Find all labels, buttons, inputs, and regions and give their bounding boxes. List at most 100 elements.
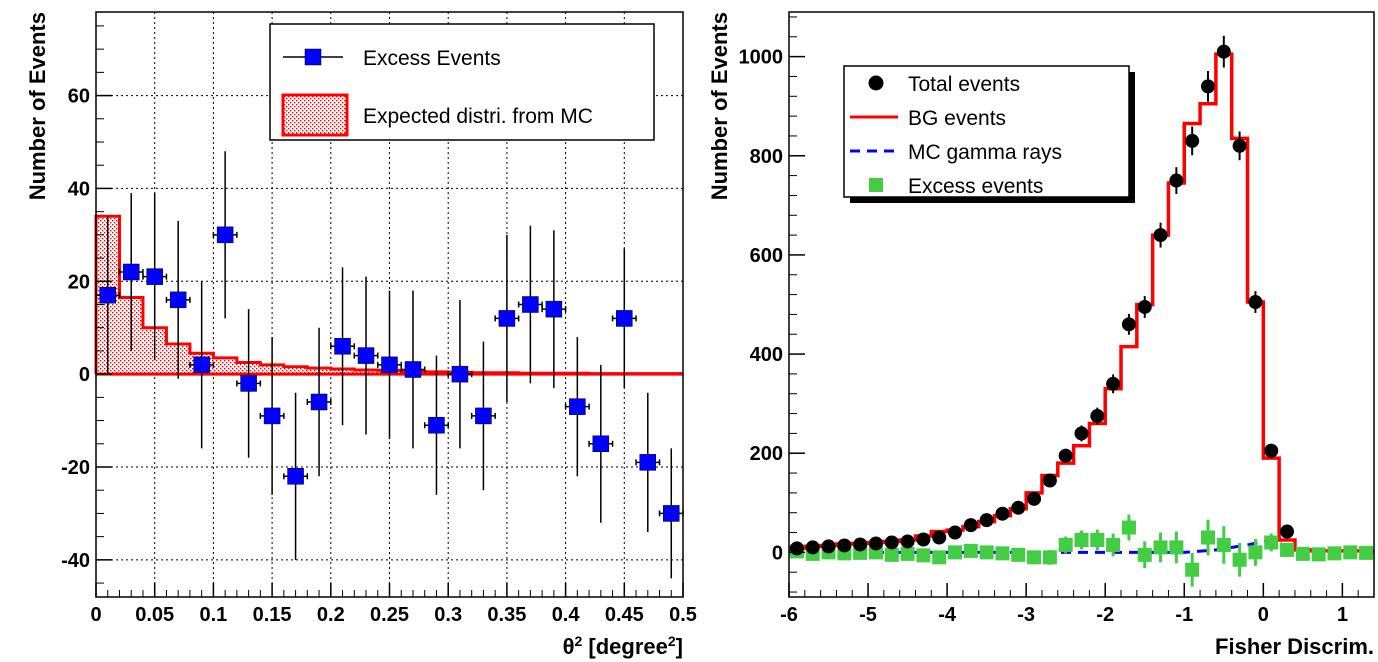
right-excess-marker bbox=[1232, 552, 1247, 567]
right-total-point bbox=[932, 530, 947, 545]
right-total-marker bbox=[963, 518, 978, 533]
right-total-marker bbox=[1137, 299, 1152, 314]
left-excess-marker bbox=[404, 361, 422, 378]
right-total-point bbox=[821, 539, 836, 554]
left-y-tick-label: -40 bbox=[61, 550, 90, 572]
left-excess-marker bbox=[99, 286, 116, 304]
left-excess-point bbox=[541, 230, 567, 389]
right-y-tick-label: 800 bbox=[750, 146, 783, 168]
right-total-point bbox=[1106, 374, 1121, 394]
right-y-tick-label: 1000 bbox=[739, 47, 784, 69]
left-excess-marker bbox=[663, 505, 680, 522]
left-excess-point bbox=[611, 248, 637, 389]
legend-excess-marker bbox=[304, 48, 322, 66]
left-excess-point bbox=[330, 267, 356, 426]
left-excess-point bbox=[564, 337, 590, 477]
right-excess-marker bbox=[1153, 540, 1168, 555]
left-excess-point bbox=[142, 193, 168, 361]
left-excess-marker bbox=[263, 407, 281, 425]
left-excess-marker bbox=[240, 375, 257, 392]
legend-total-label: Total events bbox=[908, 73, 1020, 96]
right-mc-layer bbox=[789, 538, 1375, 554]
right-total-point bbox=[884, 535, 899, 550]
right-excess-point bbox=[1200, 519, 1215, 556]
right-total-point bbox=[900, 534, 915, 549]
right-total-marker bbox=[1042, 473, 1057, 488]
left-excess-point bbox=[423, 355, 449, 495]
legend-bg-label: BG events bbox=[908, 107, 1006, 130]
right-total-marker bbox=[853, 537, 868, 552]
left-excess-point bbox=[447, 299, 473, 449]
right-excess-point bbox=[1121, 514, 1136, 541]
right-excess-marker bbox=[1169, 540, 1184, 555]
right-total-point bbox=[1042, 473, 1057, 488]
right-excess-marker bbox=[1185, 562, 1200, 577]
right-total-marker bbox=[868, 536, 883, 551]
left-excess-point bbox=[165, 220, 191, 379]
left-excess-point bbox=[118, 193, 144, 351]
right-total-point bbox=[948, 525, 963, 540]
right-excess-marker bbox=[1106, 537, 1121, 552]
left-excess-point bbox=[377, 290, 402, 440]
left-excess-marker bbox=[146, 268, 163, 285]
right-excess-point bbox=[1074, 530, 1089, 550]
legend-excess-green-label: Excess events bbox=[908, 175, 1043, 198]
left-x-tick-label: 0.05 bbox=[135, 604, 174, 626]
right-excess-marker bbox=[979, 545, 994, 560]
right-excess-marker bbox=[932, 550, 947, 565]
right-total-point bbox=[1121, 313, 1136, 335]
right-y-axis-title: Number of Events bbox=[707, 12, 732, 200]
right-x-tick-label: -6 bbox=[780, 604, 798, 626]
right-excess-point bbox=[1264, 533, 1279, 552]
left-excess-point bbox=[189, 281, 215, 449]
right-total-marker bbox=[789, 541, 804, 556]
right-total-point bbox=[1137, 296, 1152, 318]
right-total-point bbox=[995, 506, 1010, 521]
left-excess-point bbox=[658, 448, 684, 579]
right-total-marker bbox=[1216, 44, 1231, 59]
left-excess-point bbox=[212, 151, 238, 319]
right-total-marker bbox=[1074, 426, 1089, 441]
right-excess-point bbox=[884, 547, 899, 562]
right-total-marker bbox=[979, 513, 994, 528]
right-total-marker bbox=[932, 530, 947, 545]
legend-mc-swatch bbox=[281, 93, 349, 137]
right-total-marker bbox=[948, 525, 963, 540]
right-total-point bbox=[1090, 407, 1105, 425]
right-excess-point bbox=[1090, 529, 1105, 551]
right-excess-point bbox=[963, 543, 978, 558]
left-y-axis-title: Number of Events bbox=[25, 12, 50, 200]
right-x-tick-label: -5 bbox=[859, 604, 877, 626]
right-total-point bbox=[1027, 491, 1042, 506]
left-excess-marker bbox=[310, 393, 328, 411]
right-x-tick-label: -3 bbox=[1017, 604, 1035, 626]
right-total-marker bbox=[1185, 133, 1200, 148]
left-x-tick-label: 0.4 bbox=[552, 604, 581, 626]
right-excess-point bbox=[1248, 538, 1263, 566]
right-total-marker bbox=[1232, 138, 1247, 153]
right-excess-marker bbox=[1137, 547, 1152, 562]
legend-mc-label: Expected distri. from MC bbox=[363, 105, 593, 128]
right-excess-point bbox=[1311, 547, 1326, 562]
right-excess-marker bbox=[1027, 550, 1042, 565]
left-excess-marker bbox=[169, 291, 187, 309]
left-excess-marker bbox=[451, 365, 469, 383]
right-total-marker bbox=[805, 540, 820, 555]
left-excess-point bbox=[353, 276, 379, 435]
left-x-tick-label: 0.2 bbox=[317, 604, 345, 626]
right-total-point bbox=[1011, 500, 1026, 515]
right-plot-frame bbox=[788, 11, 1375, 598]
right-total-layer bbox=[789, 35, 1295, 556]
right-total-point bbox=[1264, 443, 1279, 458]
left-y-tick-label: 0 bbox=[79, 364, 90, 386]
right-excess-marker bbox=[1200, 530, 1215, 545]
right-excess-marker bbox=[1359, 545, 1374, 560]
right-y-tick-label: 600 bbox=[750, 245, 783, 267]
right-x-axis-title: Fisher Discrim. bbox=[1215, 634, 1374, 659]
right-excess-point bbox=[1169, 531, 1184, 564]
right-ticks: -6 -5 -4 -3 -2 -1 0 1 0 200 400 600 800 1000 bbox=[739, 16, 1359, 626]
legend-mc-gamma-label: MC gamma rays bbox=[908, 141, 1062, 164]
left-excess-marker bbox=[428, 416, 445, 434]
left-excess-marker bbox=[569, 398, 586, 415]
right-y-tick-label: 400 bbox=[750, 344, 783, 366]
